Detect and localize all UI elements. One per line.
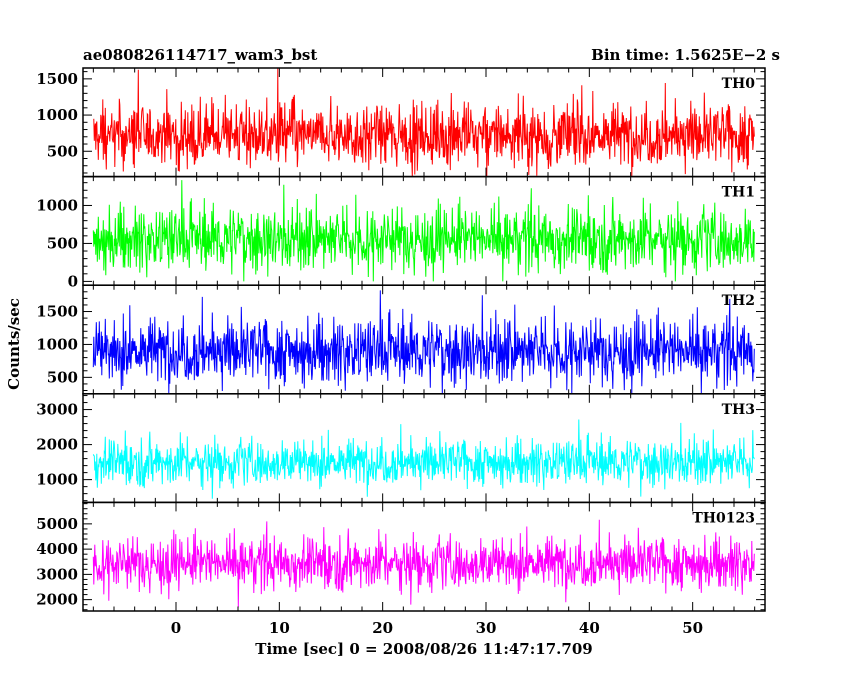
panel-th0: 500 1000 1500 TH0 <box>36 67 766 178</box>
y-tick-label: 500 <box>47 142 78 160</box>
y-tick-label: 2000 <box>36 436 78 454</box>
panel-th3: 1000 2000 3000 TH3 <box>36 393 766 504</box>
y-tick-label: 1000 <box>36 196 78 214</box>
y-tick-label: 4000 <box>36 540 78 558</box>
y-tick-label: 3000 <box>36 565 78 583</box>
y-tick-label: 500 <box>47 368 78 386</box>
y-tick-label: 2000 <box>36 591 78 609</box>
x-axis-title: Time [sec] 0 = 2008/08/26 11:47:17.709 <box>255 640 592 658</box>
chart-title: ae080826114717_wam3_bst <box>83 46 317 64</box>
y-tick-label: 0 <box>68 272 78 290</box>
y-tick-label: 5000 <box>36 515 78 533</box>
series-line-th0 <box>93 68 755 177</box>
panel-label-th2: TH2 <box>722 293 755 309</box>
y-tick-label: 3000 <box>36 401 78 419</box>
y-tick-label: 1500 <box>36 70 78 88</box>
x-tick-label: 20 <box>372 619 393 637</box>
y-tick-label: 1000 <box>36 106 78 124</box>
panel-label-th0: TH0 <box>722 76 756 92</box>
y-tick-label: 1500 <box>36 303 78 321</box>
x-tick-label: 30 <box>476 619 497 637</box>
y-tick-label: 1000 <box>36 335 78 353</box>
y-tick-label: 500 <box>47 234 78 252</box>
series-line-th0123 <box>92 519 755 608</box>
x-tick-label: 50 <box>682 619 703 637</box>
panel-label-th0123: TH0123 <box>692 510 755 526</box>
panel-frame <box>82 393 766 504</box>
panel-label-th1: TH1 <box>722 185 755 201</box>
panel-th1: 0 500 1000 TH1 <box>36 175 766 290</box>
x-tick-label: 10 <box>269 619 290 637</box>
series-line-th1 <box>92 180 755 282</box>
series-line-th3 <box>92 419 755 499</box>
series-line-th2 <box>92 290 755 394</box>
bin-time-label: Bin time: 1.5625E−2 s <box>591 46 780 64</box>
panel-label-th3: TH3 <box>722 402 755 418</box>
panel-th0123: 2000 3000 4000 5000 TH0123 <box>36 501 766 612</box>
y-axis-title: Counts/sec <box>5 298 23 390</box>
panel-th2: 500 1000 1500 TH2 <box>36 284 766 395</box>
y-tick-label: 1000 <box>36 471 78 489</box>
panel-frame <box>82 175 766 286</box>
x-tick-label: 40 <box>579 619 600 637</box>
x-tick-label: 0 <box>171 619 181 637</box>
